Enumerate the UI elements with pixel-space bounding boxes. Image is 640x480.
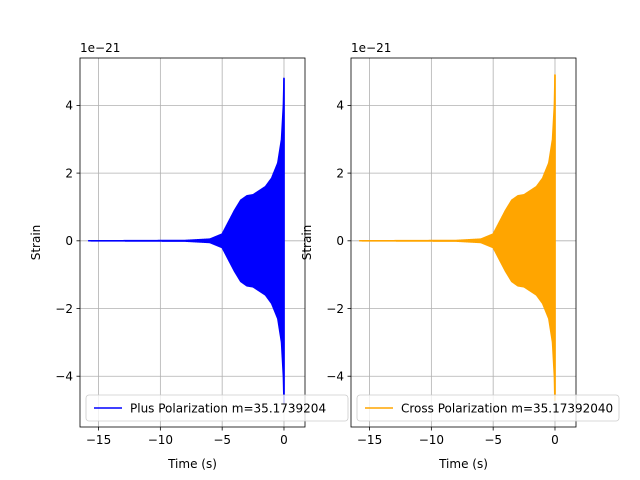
- cross-polarization-panel: −15 −10 −5 0 −4 −2 0 2 4 1e−21 Time (s) Strain: [300, 41, 577, 471]
- y-offset-text: 1e−21: [80, 41, 120, 55]
- legend: Cross Polarization m=35.17392040: [356, 394, 620, 422]
- axes-frame: [350, 57, 577, 428]
- y-tick-label: 2: [65, 166, 73, 180]
- y-tick-label: −4: [55, 370, 73, 384]
- x-tick-label: 0: [280, 433, 288, 447]
- y-tick-label: 4: [336, 99, 344, 113]
- x-tick-label: 0: [551, 433, 559, 447]
- x-tick-label: −15: [86, 433, 111, 447]
- x-tick-label: −10: [419, 433, 444, 447]
- series-clip-group: [358, 74, 556, 402]
- plus-polarization-panel: −15 −10 −5 0 −4 −2 0 2 4 1e−21 Time (s) Strain: [29, 41, 306, 471]
- legend-box: [356, 394, 620, 422]
- x-axis-label: Time (s): [438, 457, 488, 471]
- y-offset-text: 1e−21: [351, 41, 391, 55]
- y-tick-label: 0: [65, 234, 73, 248]
- legend-label: Cross Polarization m=35.17392040: [401, 402, 613, 416]
- x-tick-label: −5: [213, 433, 231, 447]
- y-tick-label: −2: [55, 302, 73, 316]
- y-tick-label: −4: [326, 370, 344, 384]
- x-tick-label: −15: [357, 433, 382, 447]
- x-axis-label: Time (s): [167, 457, 217, 471]
- legend-label: Plus Polarization m=35.1739204: [130, 402, 326, 416]
- series-clip-group: [87, 77, 285, 405]
- y-tick-label: −2: [326, 302, 344, 316]
- x-tick-label: −5: [484, 433, 502, 447]
- legend: Plus Polarization m=35.1739204: [85, 394, 349, 422]
- legend-box: [85, 394, 349, 422]
- y-axis-label: Strain: [29, 225, 43, 261]
- y-tick-label: 0: [336, 234, 344, 248]
- y-axis-label: Strain: [300, 225, 314, 261]
- axes-frame: [79, 57, 306, 428]
- y-tick-label: 2: [336, 166, 344, 180]
- y-tick-label: 4: [65, 99, 73, 113]
- x-tick-label: −10: [148, 433, 173, 447]
